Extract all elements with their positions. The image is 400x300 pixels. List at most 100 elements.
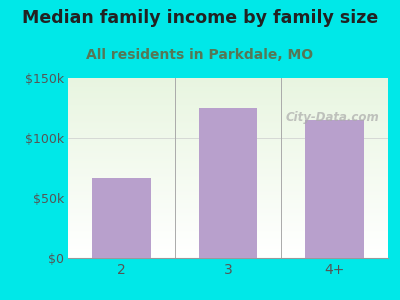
Bar [68, 229, 388, 230]
Bar [68, 207, 388, 208]
Bar [68, 146, 388, 147]
Bar [305, 120, 364, 258]
Bar [68, 133, 388, 134]
Bar [68, 208, 388, 209]
Bar [68, 182, 388, 183]
Bar [68, 95, 388, 96]
Bar [68, 94, 388, 95]
Bar [68, 132, 388, 133]
Bar [68, 225, 388, 226]
Bar [68, 210, 388, 211]
Bar [68, 142, 388, 143]
Bar [68, 100, 388, 101]
Bar [68, 81, 388, 82]
Bar [68, 105, 388, 106]
Bar [68, 238, 388, 239]
Bar [68, 120, 388, 121]
Bar [68, 205, 388, 206]
Bar [68, 130, 388, 131]
Bar [68, 137, 388, 138]
Bar [68, 82, 388, 83]
Bar [68, 246, 388, 247]
Bar [68, 183, 388, 184]
Bar [68, 140, 388, 141]
Bar [68, 206, 388, 207]
Bar [68, 104, 388, 105]
Bar [68, 169, 388, 170]
Bar [68, 101, 388, 102]
Bar [68, 214, 388, 215]
Bar [68, 121, 388, 122]
Bar [68, 247, 388, 248]
Bar [68, 98, 388, 99]
Bar [68, 96, 388, 97]
Bar [68, 152, 388, 153]
Bar [68, 185, 388, 186]
Bar [68, 118, 388, 119]
Bar [68, 138, 388, 139]
Bar [68, 176, 388, 177]
Bar [68, 78, 388, 79]
Bar [68, 196, 388, 197]
Bar [68, 181, 388, 182]
Bar [68, 119, 388, 120]
Bar [68, 249, 388, 250]
Bar [68, 107, 388, 108]
Bar [68, 114, 388, 115]
Bar [68, 160, 388, 161]
Bar [68, 175, 388, 176]
Bar [68, 234, 388, 235]
Bar [68, 166, 388, 167]
Bar [68, 230, 388, 231]
Bar [68, 102, 388, 103]
Bar [68, 236, 388, 237]
Bar [68, 256, 388, 257]
Bar [68, 197, 388, 198]
Bar [68, 103, 388, 104]
Bar [68, 241, 388, 242]
Bar [68, 190, 388, 191]
Bar [68, 125, 388, 126]
Bar [68, 116, 388, 117]
Bar [68, 144, 388, 145]
Bar [68, 108, 388, 109]
Bar [68, 80, 388, 81]
Bar [68, 147, 388, 148]
Bar [68, 188, 388, 189]
Bar [68, 218, 388, 219]
Bar [68, 122, 388, 123]
Text: All residents in Parkdale, MO: All residents in Parkdale, MO [86, 48, 314, 62]
Bar [68, 244, 388, 245]
Bar [68, 115, 388, 116]
Bar [68, 242, 388, 243]
Bar [68, 92, 388, 93]
Bar [68, 157, 388, 158]
Bar [68, 91, 388, 92]
Bar [68, 215, 388, 216]
Bar [68, 171, 388, 172]
Text: City-Data.com: City-Data.com [286, 111, 379, 124]
Bar [68, 161, 388, 162]
Bar [68, 250, 388, 251]
Bar [68, 123, 388, 124]
Bar [68, 226, 388, 227]
Bar [68, 257, 388, 258]
Bar [68, 252, 388, 253]
Bar [68, 212, 388, 213]
Bar [68, 213, 388, 214]
Bar [68, 227, 388, 228]
Bar [68, 189, 388, 190]
Bar [199, 108, 257, 258]
Bar [68, 155, 388, 156]
Bar [68, 139, 388, 140]
Bar [68, 221, 388, 222]
Bar [68, 111, 388, 112]
Bar [68, 220, 388, 221]
Bar [68, 167, 388, 168]
Bar [68, 118, 388, 119]
Bar [68, 173, 388, 174]
Bar [68, 126, 388, 127]
Bar [68, 248, 388, 249]
Bar [68, 134, 388, 135]
Bar [68, 154, 388, 155]
